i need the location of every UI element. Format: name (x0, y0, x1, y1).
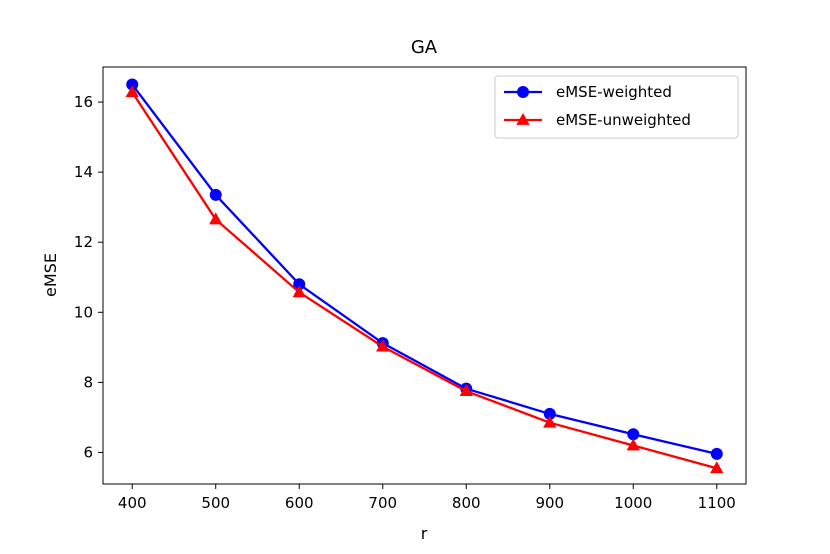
series-line (131, 91, 718, 470)
x-axis-label: r (421, 524, 428, 543)
data-point (626, 438, 640, 451)
data-point (293, 278, 306, 291)
data-point (125, 85, 139, 98)
x-tick-label: 1000 (614, 494, 652, 512)
chart-title: GA (411, 37, 438, 58)
legend-label: eMSE-weighted (556, 83, 672, 101)
data-point (292, 285, 306, 298)
y-tick-label: 8 (83, 373, 93, 391)
x-tick-label: 800 (452, 494, 481, 512)
data-point (126, 78, 139, 91)
y-tick-label: 10 (74, 303, 93, 321)
data-point (710, 447, 723, 460)
y-tick-label: 14 (74, 163, 93, 181)
data-point (209, 212, 223, 225)
legend-label: eMSE-unweighted (556, 111, 691, 129)
data-point (459, 384, 473, 397)
plot-area: 400 500 600 700 800 900 1000 1100 6 8 10 12 14 16 (74, 66, 747, 512)
legend-box (494, 75, 739, 139)
legend-marker (516, 113, 530, 125)
y-axis-label: eMSE (41, 253, 60, 297)
y-tick-label: 16 (74, 93, 93, 111)
data-point (543, 407, 556, 420)
x-tick-label: 1100 (698, 494, 736, 512)
data-point (710, 461, 724, 474)
series-eMSE-unweighted (125, 85, 724, 474)
data-point (376, 339, 390, 352)
y-tick-label: 12 (74, 233, 93, 251)
series-line (131, 83, 718, 455)
x-tick-label: 600 (285, 494, 314, 512)
y-tick-label: 6 (83, 443, 93, 461)
x-tick-label: 400 (118, 494, 147, 512)
data-point (209, 188, 222, 201)
x-tick-label: 500 (201, 494, 230, 512)
legend: eMSE-weighted eMSE-unweighted (494, 75, 739, 139)
x-tick-label: 700 (368, 494, 397, 512)
x-tick-label: 900 (535, 494, 564, 512)
legend-marker (517, 86, 529, 98)
data-point (627, 428, 640, 441)
axes-frame (102, 66, 747, 485)
data-point (543, 415, 557, 428)
